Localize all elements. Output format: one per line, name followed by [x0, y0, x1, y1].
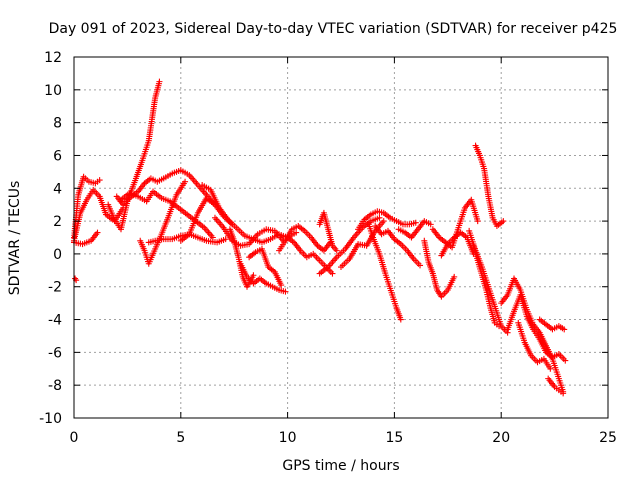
plot-frame — [73, 56, 609, 419]
y-tick-label: -4 — [48, 313, 62, 329]
data-point — [412, 219, 419, 226]
x-tick-label: 10 — [279, 430, 297, 446]
data-point — [250, 272, 257, 279]
data-point — [278, 282, 285, 289]
data-point — [182, 178, 189, 185]
x-tick-label: 0 — [70, 430, 79, 446]
x-tick-label: 5 — [176, 430, 185, 446]
y-tick-label: 6 — [53, 148, 62, 164]
tick-labels: 0 5 10 15 20 25 -10 -8 -6 -4 -2 0 2 4 6 8 10 12 — [39, 50, 617, 446]
data-point — [293, 229, 300, 236]
y-tick-label: -8 — [48, 378, 62, 394]
y-tick-label: -2 — [48, 280, 62, 296]
data-point — [333, 247, 340, 254]
x-tick-label: 25 — [599, 430, 617, 446]
y-tick-label: -6 — [48, 345, 62, 361]
chart-title: Day 091 of 2023, Sidereal Day-to-day VTE… — [49, 21, 618, 37]
data-point — [547, 365, 554, 372]
data-point — [96, 177, 103, 184]
data-point — [417, 262, 424, 269]
grid — [74, 57, 608, 418]
x-tick-label: 15 — [385, 430, 403, 446]
data-point — [562, 357, 569, 364]
x-tick-label: 20 — [492, 430, 510, 446]
data-point — [94, 229, 101, 236]
data-point — [500, 218, 507, 225]
data-point — [329, 270, 336, 277]
y-tick-label: -10 — [39, 411, 62, 427]
y-tick-label: 8 — [53, 116, 62, 132]
data-point — [474, 218, 481, 225]
data-point — [451, 273, 458, 280]
data-point — [397, 316, 404, 323]
y-tick-label: 2 — [53, 214, 62, 230]
y-tick-label: 0 — [53, 247, 62, 263]
data-point — [560, 390, 567, 397]
data-point — [376, 214, 383, 221]
data-points — [71, 78, 569, 397]
data-point — [427, 221, 434, 228]
data-point — [156, 78, 163, 85]
y-tick-label: 4 — [53, 181, 62, 197]
data-point — [380, 218, 387, 225]
data-point — [496, 323, 503, 330]
data-point — [561, 326, 568, 333]
y-tick-label: 12 — [44, 50, 62, 66]
data-point — [282, 288, 289, 295]
data-point — [222, 236, 229, 243]
x-axis-label: GPS time / hours — [282, 458, 399, 474]
y-tick-label: 10 — [44, 83, 62, 99]
axis-ticks — [73, 56, 609, 419]
y-axis-label: SDTVAR / TECUs — [7, 181, 23, 296]
